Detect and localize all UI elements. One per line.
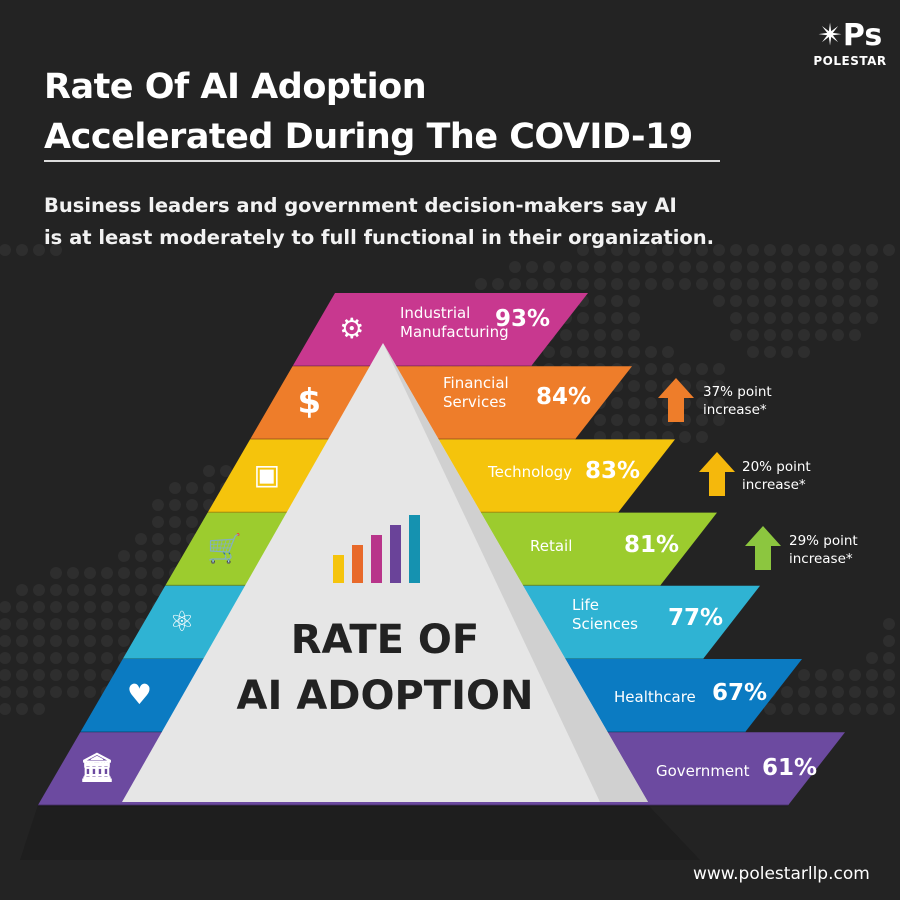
tier-value: 83%	[585, 458, 641, 484]
tier-label-line: Sciences	[572, 615, 638, 633]
tier-label-line: Industrial	[400, 304, 471, 322]
tier-label-line: Technology	[488, 463, 573, 481]
page-title: Rate Of AI Adoption Accelerated During Th…	[44, 62, 693, 162]
bar-chart-icon-bar	[390, 525, 401, 583]
tier-value: 77%	[668, 605, 724, 631]
title-line: Rate Of AI Adoption	[44, 67, 427, 107]
dollar-icon: $	[297, 382, 322, 423]
tier-label: Retail	[530, 537, 572, 556]
star-icon: ✴	[817, 18, 843, 53]
tier-label-line: Financial	[443, 374, 509, 392]
increase-note: 20% point increase*	[742, 458, 811, 494]
increase-line: increase*	[742, 477, 806, 493]
bar-chart-icon-bar	[333, 555, 344, 583]
tier-label-line: Healthcare	[614, 688, 696, 706]
pyramid-center-title: RATE OF AI ADOPTION	[150, 612, 620, 724]
tier-label: Life Sciences	[572, 596, 638, 634]
increase-note: 29% point increase*	[789, 532, 858, 568]
pyramid-tier	[292, 293, 588, 367]
subtitle-line: Business leaders and government decision…	[44, 194, 677, 217]
tier-label-line: Manufacturing	[400, 323, 509, 341]
tier-label: Financial Services	[443, 374, 509, 412]
arrow-up-icon	[658, 378, 694, 422]
shopping-cart-icon: 🛒	[206, 531, 242, 565]
circuit-chip-icon: ▣	[253, 458, 281, 492]
subtitle: Business leaders and government decision…	[44, 190, 714, 254]
increase-line: increase*	[789, 551, 853, 567]
bar-chart-icon-bar	[409, 515, 420, 583]
logo-mark: Ps	[842, 18, 883, 53]
tier-value: 93%	[495, 306, 551, 332]
government-building-icon: 🏛	[79, 751, 115, 785]
increase-line: 29% point	[789, 533, 858, 549]
title-line: Accelerated During The COVID-19	[44, 117, 693, 157]
heart-pulse-icon: ♥	[126, 678, 153, 711]
increase-note: 37% point increase*	[703, 383, 772, 419]
atom-icon: ⚛	[169, 604, 195, 638]
tier-value: 67%	[712, 680, 768, 706]
increase-line: 20% point	[742, 459, 811, 475]
center-title-line: AI ADOPTION	[236, 673, 534, 719]
logo-name: POLESTAR	[813, 54, 887, 68]
pyramid-center-triangle	[122, 343, 648, 802]
title-divider	[44, 160, 720, 162]
arrow-up-icon	[699, 452, 735, 496]
tier-label-line: Retail	[530, 537, 573, 555]
tier-label: Technology	[488, 463, 572, 482]
subtitle-line: is at least moderately to full functiona…	[44, 226, 715, 249]
tier-label: Industrial Manufacturing	[400, 304, 509, 342]
tier-value: 81%	[624, 532, 680, 558]
logo: ✴Ps POLESTAR	[810, 18, 890, 68]
website-url[interactable]: www.polestarllp.com	[693, 864, 870, 884]
bar-chart-icon-bar	[352, 545, 363, 583]
tier-label-line: Services	[443, 393, 507, 411]
increase-line: increase*	[703, 402, 767, 418]
tier-value: 61%	[762, 755, 818, 781]
tier-label-line: Government	[656, 762, 750, 780]
increase-line: 37% point	[703, 384, 772, 400]
arrow-up-icon	[745, 526, 781, 570]
tier-value: 84%	[536, 384, 592, 410]
bar-chart-icon-bar	[371, 535, 382, 583]
tier-label: Government	[656, 762, 750, 781]
center-title-line: RATE OF	[290, 617, 480, 663]
tier-label-line: Life	[572, 596, 600, 614]
tier-label: Healthcare	[614, 688, 696, 707]
gear-icon: ⚙	[339, 312, 365, 345]
